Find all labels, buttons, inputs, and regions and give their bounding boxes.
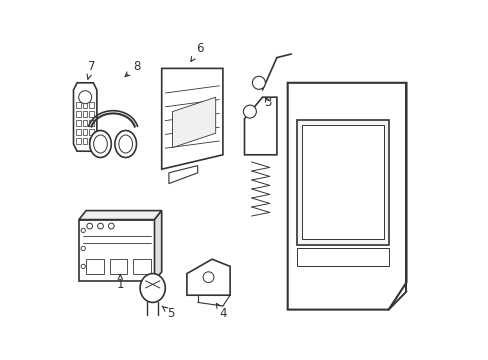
- Ellipse shape: [140, 274, 165, 302]
- Polygon shape: [82, 120, 87, 126]
- Polygon shape: [154, 211, 162, 281]
- Text: 1: 1: [116, 275, 124, 291]
- Text: 3: 3: [264, 96, 271, 109]
- Text: 4: 4: [216, 303, 226, 320]
- Polygon shape: [168, 166, 197, 184]
- Polygon shape: [89, 111, 94, 117]
- Polygon shape: [82, 138, 87, 144]
- Text: 8: 8: [125, 60, 140, 77]
- Circle shape: [108, 223, 114, 229]
- Polygon shape: [82, 129, 87, 135]
- Polygon shape: [296, 248, 388, 266]
- Polygon shape: [296, 120, 388, 245]
- Circle shape: [81, 246, 85, 251]
- Polygon shape: [244, 97, 276, 155]
- Polygon shape: [89, 120, 94, 126]
- Circle shape: [252, 76, 265, 89]
- Polygon shape: [76, 138, 81, 144]
- Polygon shape: [76, 111, 81, 117]
- Polygon shape: [109, 259, 127, 274]
- Text: 6: 6: [190, 42, 203, 62]
- Polygon shape: [133, 259, 151, 274]
- Polygon shape: [287, 83, 406, 310]
- Circle shape: [98, 223, 103, 229]
- Polygon shape: [76, 129, 81, 135]
- Polygon shape: [89, 138, 94, 144]
- Polygon shape: [186, 259, 230, 295]
- Ellipse shape: [115, 131, 136, 158]
- Ellipse shape: [89, 131, 111, 158]
- Polygon shape: [86, 259, 104, 274]
- Polygon shape: [172, 97, 215, 148]
- Circle shape: [203, 272, 213, 283]
- Circle shape: [81, 228, 85, 233]
- Polygon shape: [82, 111, 87, 117]
- Circle shape: [81, 264, 85, 269]
- Circle shape: [243, 105, 256, 118]
- Ellipse shape: [119, 135, 132, 153]
- Ellipse shape: [94, 135, 107, 153]
- Polygon shape: [302, 126, 383, 239]
- Text: 5: 5: [162, 306, 174, 320]
- Text: 7: 7: [87, 60, 95, 79]
- Circle shape: [87, 223, 92, 229]
- Polygon shape: [79, 220, 154, 281]
- Polygon shape: [82, 102, 87, 108]
- Polygon shape: [76, 120, 81, 126]
- Polygon shape: [73, 83, 97, 151]
- Polygon shape: [76, 102, 81, 108]
- Text: 2: 2: [356, 161, 370, 174]
- Circle shape: [79, 91, 91, 104]
- Polygon shape: [162, 68, 223, 169]
- Polygon shape: [89, 102, 94, 108]
- Polygon shape: [89, 129, 94, 135]
- Polygon shape: [79, 211, 162, 220]
